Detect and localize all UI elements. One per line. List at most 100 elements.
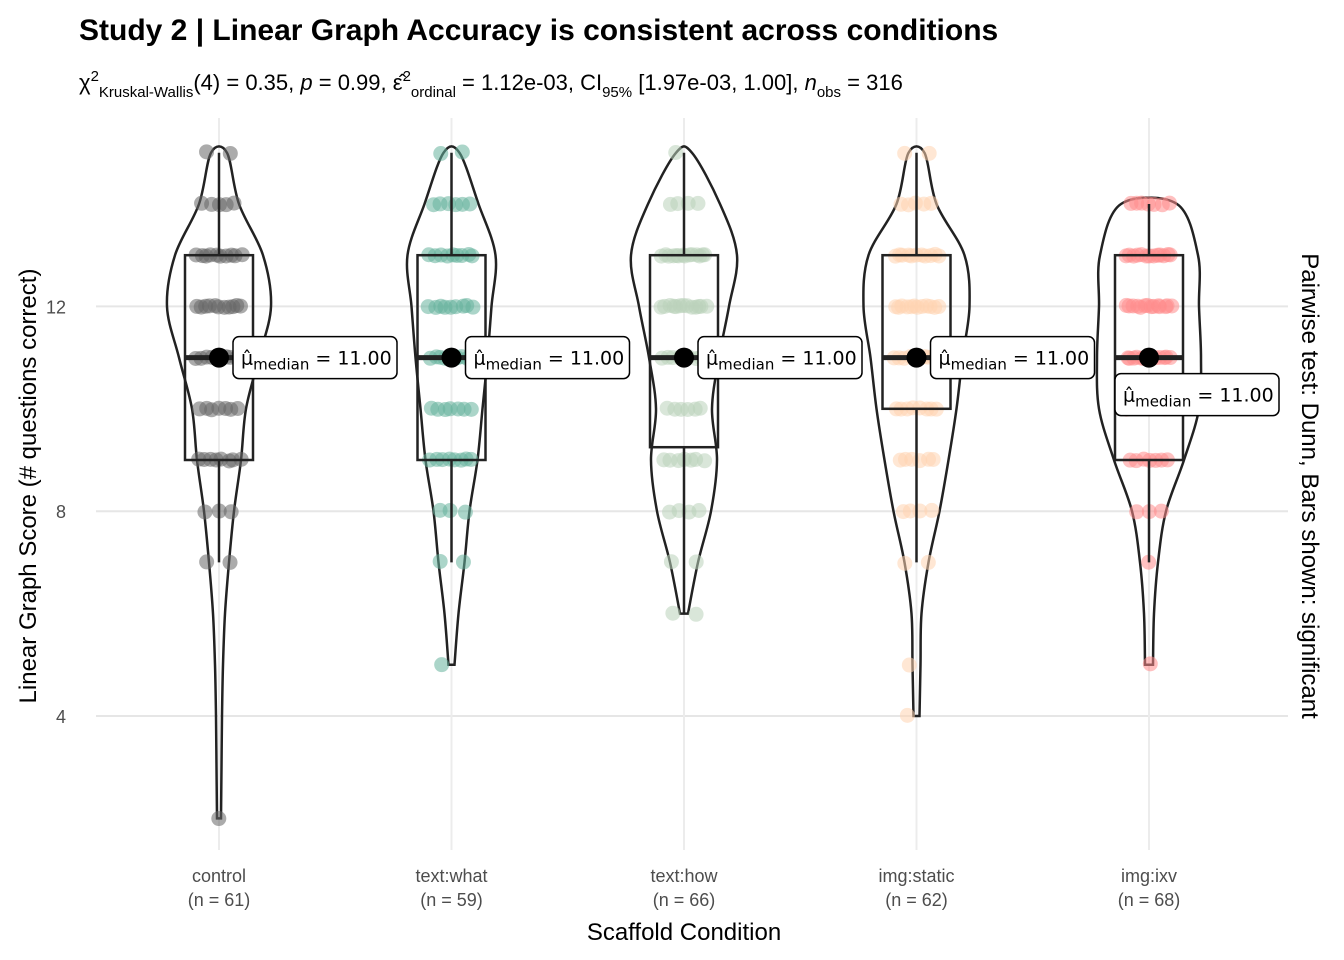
point-control-14: [226, 195, 242, 211]
point-text:how-8: [691, 503, 707, 519]
median-label-value: = 11.00: [309, 348, 391, 370]
subtitle-part-1: 2: [91, 68, 99, 85]
x-tick-count-text:what: (n = 59): [420, 890, 483, 910]
point-text:what-5: [434, 657, 450, 673]
point-img:static-5: [901, 657, 917, 673]
violin-control: [165, 145, 273, 820]
subtitle-part-2: Kruskal-Wallis: [99, 84, 193, 101]
median-label-control: μ̂median = 11.00: [232, 335, 398, 380]
violins: [165, 145, 1203, 820]
x-tick-label-text:what: text:what: [415, 866, 487, 886]
median-label-box-img:ixv: [1114, 372, 1280, 417]
median-label-mu: μ̂: [1123, 385, 1135, 407]
median-label-sub: median: [486, 356, 542, 374]
point-img:ixv-8: [1153, 503, 1169, 519]
y-tick-label-8: 8: [56, 502, 66, 522]
median-label-mu: μ̂: [474, 348, 486, 370]
median-label-text-text:how: μ̂median = 11.00: [706, 348, 857, 374]
point-text:how-7: [688, 554, 704, 570]
subtitle-part-4: p: [299, 70, 312, 95]
point-text:how-6: [665, 605, 681, 621]
median-label-text-img:ixv: μ̂median = 11.00: [1123, 385, 1274, 411]
point-img:ixv-14: [1161, 195, 1177, 211]
subtitle-part-13: obs: [817, 84, 841, 101]
subtitle-part-3: (4) = 0.35,: [193, 70, 300, 95]
point-control-15: [222, 145, 238, 161]
x-tick-count-img:static: (n = 62): [885, 890, 948, 910]
median-label-text-control: μ̂median = 11.00: [241, 348, 392, 374]
median-label-value: = 11.00: [1007, 348, 1089, 370]
point-text:what-15: [433, 146, 449, 162]
point-img:static-7: [897, 555, 913, 571]
violin-img:static: [862, 145, 971, 718]
median-label-box-text:what: [464, 335, 631, 380]
point-img:static-7: [920, 554, 936, 570]
median-label-text:what: μ̂median = 11.00: [464, 335, 631, 380]
median-point-text:how: [674, 347, 694, 368]
x-tick-count-text:how: (n = 66): [653, 890, 716, 910]
violin-text:how: [629, 145, 739, 615]
point-text:how-14: [690, 195, 706, 211]
point-img:static-14: [923, 195, 939, 211]
point-control-12: [232, 298, 248, 314]
point-img:ixv-8: [1129, 504, 1145, 520]
x-tick-labels: control (n = 61) text:what (n = 59) text:how…: [188, 866, 1181, 910]
median-label-mu: μ̂: [706, 348, 718, 370]
median-label-value: = 11.00: [542, 348, 624, 370]
subtitle-part-11: [1.97e-03, 1.00],: [632, 70, 804, 95]
point-text:what-7: [432, 553, 448, 569]
x-axis-title: Scaffold Condition: [587, 919, 781, 946]
median-point-text:what: [441, 347, 462, 368]
point-control-2: [211, 811, 227, 827]
median-label-mu: μ̂: [939, 348, 951, 370]
point-text:how-10: [692, 400, 708, 416]
point-control-10: [230, 401, 246, 417]
point-text:how-7: [663, 554, 679, 570]
point-control-15: [199, 144, 215, 160]
median-label-img:static: μ̂median = 11.00: [929, 335, 1096, 380]
grid: [96, 118, 1288, 850]
point-control-8: [223, 504, 239, 520]
subtitle-part-7: 2: [403, 68, 411, 85]
point-text:what-8: [442, 503, 458, 519]
median-label-sub: median: [253, 356, 309, 374]
point-text:what-15: [454, 144, 470, 160]
median-label-box-img:static: [929, 335, 1096, 380]
medians: μ̂median = 11.00 μ̂median = 11.00 μ̂median…: [209, 335, 1280, 417]
point-img:ixv-5: [1142, 656, 1158, 672]
subtitle-part-14: = 316: [841, 70, 903, 95]
median-label-sub: median: [718, 356, 774, 374]
point-control-8: [197, 504, 213, 520]
point-img:static-9: [925, 451, 941, 467]
median-label-text-text:what: μ̂median = 11.00: [474, 348, 625, 374]
subtitle-part-9: = 1.12e-03, CI: [456, 70, 602, 95]
median-point-img:ixv: [1139, 347, 1159, 368]
median-label-text-img:static: μ̂median = 11.00: [939, 348, 1090, 374]
y-tick-label-12: 12: [46, 297, 66, 317]
y-tick-labels: 4 8 12: [46, 297, 66, 727]
violin-text:what: [405, 145, 498, 667]
subtitle-part-10: 95%: [602, 84, 632, 101]
chart-title: Study 2 | Linear Graph Accuracy is consi…: [79, 14, 998, 47]
point-control-7: [199, 554, 215, 570]
median-label-value: = 11.00: [774, 348, 856, 370]
point-img:static-15: [921, 145, 937, 161]
box-rect-img:static: [881, 253, 952, 411]
point-img:static-4: [899, 707, 915, 723]
median-point-control: [209, 347, 229, 368]
point-text:what-8: [457, 504, 473, 520]
subtitle-part-12: n: [805, 70, 817, 95]
median-point-img:static: [906, 347, 927, 368]
subtitle-part-8: ordinal: [411, 84, 456, 101]
x-tick-count-img:ixv: (n = 68): [1118, 890, 1181, 910]
point-img:static-8: [924, 502, 940, 518]
point-control-7: [222, 554, 238, 570]
point-text:what-14: [462, 196, 478, 212]
point-text:what-7: [455, 554, 471, 570]
x-tick-label-img:static: img:static: [878, 866, 954, 886]
median-label-mu: μ̂: [241, 348, 253, 370]
subtitle-part-0: χ: [79, 70, 91, 95]
median-label-box-text:how: [697, 335, 863, 380]
point-text:how-6: [688, 606, 704, 622]
